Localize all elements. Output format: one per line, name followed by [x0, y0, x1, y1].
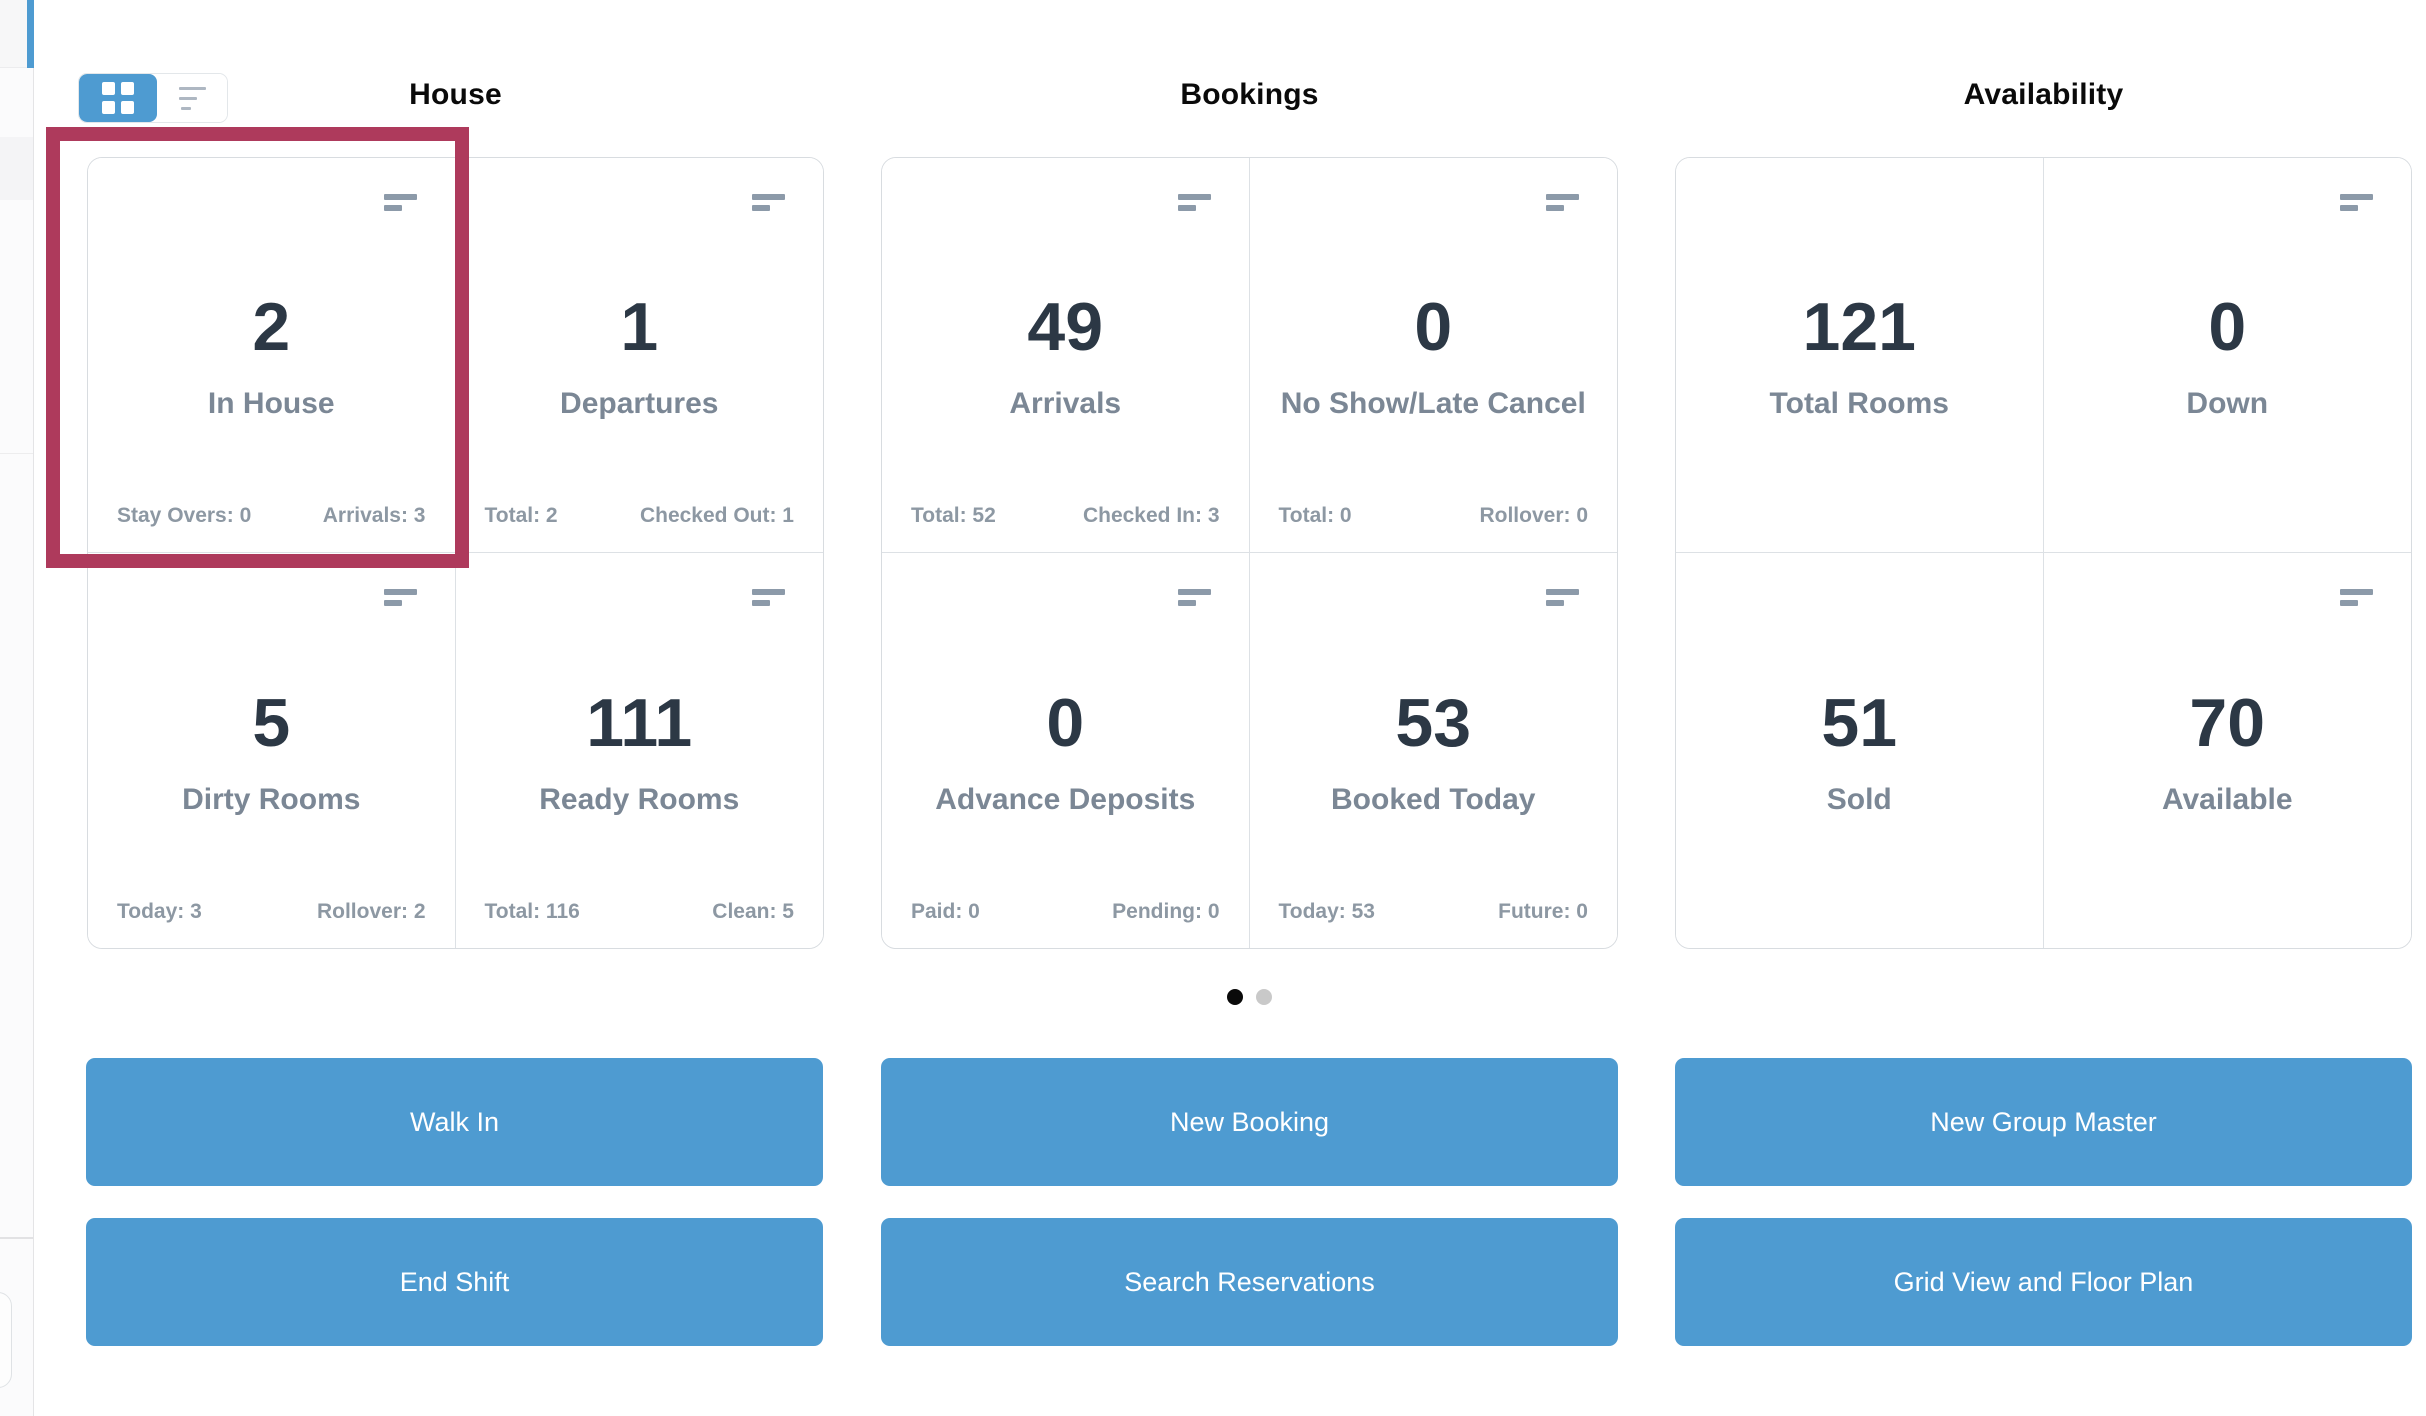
- stat-card-ready-rooms[interactable]: 111 Ready Rooms Total: 116 Clean: 5: [455, 553, 823, 948]
- bookings-panel: 49 Arrivals Total: 52 Checked In: 3 0 No…: [881, 157, 1618, 949]
- new-booking-button[interactable]: New Booking: [881, 1058, 1618, 1186]
- stat-sub-right: Arrivals: 3: [322, 504, 426, 527]
- sidebar-item-mid[interactable]: [0, 137, 33, 200]
- search-reservations-button[interactable]: Search Reservations: [881, 1218, 1618, 1346]
- stat-label: Arrivals: [1009, 387, 1122, 421]
- stat-label: Available: [2161, 782, 2293, 816]
- stat-value: 121: [1802, 289, 1916, 366]
- section-title-availability: Availability: [1963, 78, 2124, 111]
- list-icon: [178, 86, 206, 110]
- new-group-master-button[interactable]: New Group Master: [1675, 1058, 2412, 1186]
- section-title-house: House: [409, 78, 502, 111]
- grid-view-button[interactable]: [79, 74, 157, 122]
- stat-label: In House: [207, 387, 335, 421]
- stat-value: 0: [1046, 684, 1085, 761]
- list-view-button[interactable]: [157, 74, 227, 122]
- pagination-dot-1[interactable]: [1227, 989, 1243, 1005]
- stat-card-dirty-rooms[interactable]: 5 Dirty Rooms Today: 3 Rollover: 2: [88, 553, 456, 948]
- availability-panel: 121 Total Rooms 0 Down 51 Sold 70 Availa…: [1675, 157, 2412, 949]
- card-menu-icon[interactable]: [2340, 589, 2373, 606]
- stat-sub-right: Checked In: 3: [1082, 504, 1220, 527]
- stat-value: 53: [1395, 684, 1472, 761]
- card-menu-icon[interactable]: [383, 194, 417, 211]
- section-title-bookings: Bookings: [1180, 78, 1319, 111]
- card-menu-icon[interactable]: [1546, 589, 1579, 606]
- stat-sub-left: Today: 53: [1278, 900, 1375, 923]
- stat-card-available[interactable]: 70 Available: [2043, 553, 2411, 948]
- stat-value: 2: [252, 289, 291, 366]
- stat-value: 5: [252, 684, 291, 761]
- stat-value: 1: [620, 289, 659, 366]
- stat-value: 51: [1821, 684, 1898, 761]
- sidebar-strip: [0, 0, 34, 1416]
- stat-value: 49: [1027, 289, 1104, 366]
- card-menu-icon[interactable]: [1546, 194, 1579, 211]
- stat-card-no-show-late-cancel[interactable]: 0 No Show/Late Cancel Total: 0 Rollover:…: [1249, 158, 1617, 553]
- card-menu-icon[interactable]: [2340, 194, 2373, 211]
- stat-value: 70: [2189, 684, 2266, 761]
- stat-label: Advance Deposits: [935, 782, 1196, 816]
- stat-card-down[interactable]: 0 Down: [2043, 158, 2411, 553]
- stat-sub-left: Total: 52: [911, 504, 996, 527]
- stat-sub-left: Stay Overs: 0: [117, 504, 252, 527]
- stat-sub-left: Total: 116: [484, 900, 580, 923]
- stat-label: Booked Today: [1331, 782, 1536, 816]
- stat-label: Dirty Rooms: [182, 782, 361, 816]
- stat-sub-left: Paid: 0: [911, 900, 980, 923]
- card-menu-icon[interactable]: [752, 194, 785, 211]
- stat-value: 0: [2208, 289, 2247, 366]
- stat-sub-right: Rollover: 2: [316, 900, 426, 923]
- stat-label: Total Rooms: [1769, 387, 1949, 421]
- stat-card-total-rooms[interactable]: 121 Total Rooms: [1676, 158, 2044, 553]
- stat-label: No Show/Late Cancel: [1280, 387, 1586, 421]
- grid-icon: [102, 82, 134, 114]
- grid-view-floor-plan-button[interactable]: Grid View and Floor Plan: [1675, 1218, 2412, 1346]
- stat-value: 0: [1414, 289, 1453, 366]
- carousel-pagination: [881, 989, 1618, 1005]
- stat-sub-right: Pending: 0: [1112, 900, 1220, 923]
- card-menu-icon[interactable]: [383, 589, 417, 606]
- sidebar-active-indicator: [27, 0, 34, 68]
- end-shift-button[interactable]: End Shift: [86, 1218, 823, 1346]
- stat-card-sold[interactable]: 51 Sold: [1676, 553, 2044, 948]
- stat-sub-right: Rollover: 0: [1479, 504, 1588, 527]
- walk-in-button[interactable]: Walk In: [86, 1058, 823, 1186]
- stat-card-departures[interactable]: 1 Departures Total: 2 Checked Out: 1: [455, 158, 823, 553]
- stat-sub-right: Clean: 5: [712, 900, 794, 923]
- stat-label: Down: [2186, 387, 2269, 421]
- card-menu-icon[interactable]: [1177, 194, 1211, 211]
- stat-label: Ready Rooms: [539, 782, 740, 816]
- view-toggle: [78, 73, 228, 123]
- stat-sub-left: Today: 3: [117, 900, 202, 923]
- sidebar-divider: [0, 1237, 33, 1239]
- stat-label: Departures: [560, 387, 719, 421]
- stat-sub-right: Future: 0: [1498, 900, 1588, 923]
- stat-sub-left: Total: 0: [1278, 504, 1352, 527]
- stat-card-advance-deposits[interactable]: 0 Advance Deposits Paid: 0 Pending: 0: [882, 553, 1250, 948]
- card-menu-icon[interactable]: [1177, 589, 1211, 606]
- stat-sub-right: Checked Out: 1: [639, 504, 794, 527]
- stat-label: Sold: [1826, 782, 1892, 816]
- stat-sub-left: Total: 2: [484, 504, 558, 527]
- house-panel: 2 In House Stay Overs: 0 Arrivals: 3 1 D…: [87, 157, 824, 949]
- card-menu-icon[interactable]: [752, 589, 785, 606]
- stat-value: 111: [586, 684, 693, 761]
- stat-card-arrivals[interactable]: 49 Arrivals Total: 52 Checked In: 3: [882, 158, 1250, 553]
- sidebar-partial-button[interactable]: [0, 1292, 12, 1388]
- pagination-dot-2[interactable]: [1256, 989, 1272, 1005]
- stat-card-booked-today[interactable]: 53 Booked Today Today: 53 Future: 0: [1249, 553, 1617, 948]
- stat-card-in-house[interactable]: 2 In House Stay Overs: 0 Arrivals: 3: [88, 158, 456, 553]
- sidebar-divider: [0, 453, 33, 454]
